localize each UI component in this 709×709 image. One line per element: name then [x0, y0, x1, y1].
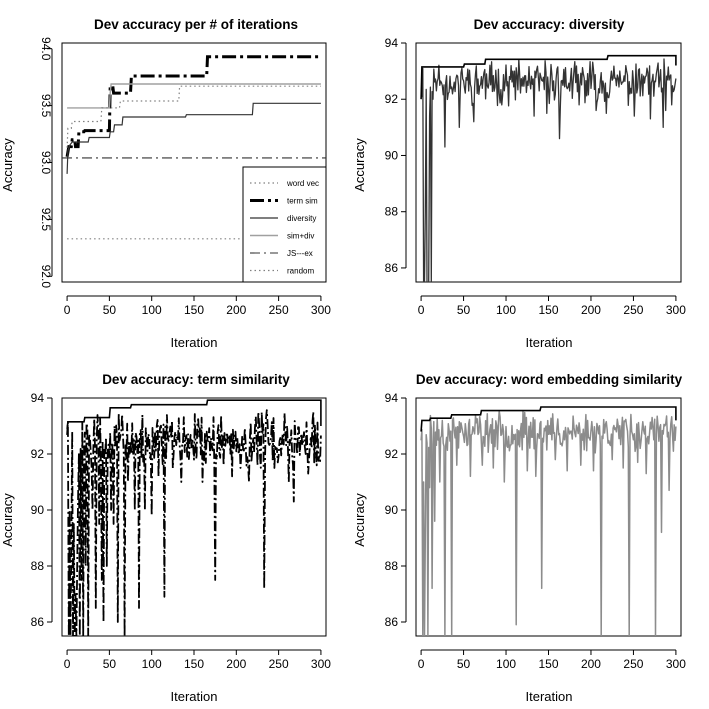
x-tick-label: 300: [666, 657, 686, 671]
y-axis-label: Accuracy: [352, 138, 367, 192]
x-tick-label: 50: [103, 657, 117, 671]
y-tick-label: 92: [385, 92, 399, 106]
y-tick-label: 90: [385, 503, 399, 517]
x-tick-label: 250: [623, 303, 643, 317]
legend-label: diversity: [287, 214, 316, 223]
x-tick-label: 250: [269, 303, 289, 317]
plot-frame: [61, 42, 327, 283]
x-tick-label: 150: [184, 303, 204, 317]
series-line-sim-div: [67, 83, 321, 109]
panel-title: Dev accuracy: term similarity: [102, 372, 290, 387]
x-tick-label: 0: [418, 303, 425, 317]
x-tick-label: 100: [142, 303, 162, 317]
x-tick-label: 250: [269, 657, 289, 671]
legend-label: JS---ex: [287, 249, 313, 258]
x-tick-label: 300: [666, 303, 686, 317]
x-axis-label: Iteration: [526, 335, 573, 350]
accuracy-trace-line: [420, 410, 677, 636]
y-tick-label: 86: [385, 261, 399, 275]
x-tick-label: 200: [581, 303, 601, 317]
plot-frame: [61, 397, 327, 637]
series-line-random: [66, 85, 321, 148]
x-tick-label: 50: [103, 303, 117, 317]
accuracy-trace-line: [420, 58, 677, 282]
y-tick-label: 94: [385, 36, 399, 50]
y-axis-label: Accuracy: [352, 493, 367, 547]
x-tick-label: 200: [226, 303, 246, 317]
y-tick-label: 88: [31, 559, 45, 573]
best-so-far-line: [420, 54, 677, 100]
x-axis-label: Iteration: [171, 689, 218, 704]
y-tick-label: 86: [31, 615, 45, 629]
legend-label: sim+div: [287, 232, 314, 241]
x-tick-label: 100: [142, 657, 162, 671]
accuracy-trace-line: [66, 409, 322, 636]
data-area: [420, 406, 677, 636]
x-axis-label: Iteration: [526, 689, 573, 704]
y-tick-label: 92.0: [39, 265, 53, 289]
x-tick-label: 200: [581, 657, 601, 671]
y-tick-label: 92: [31, 447, 45, 461]
x-tick-label: 250: [623, 657, 643, 671]
panel-iterations-overview: Dev accuracy per # of iterations Iterati…: [0, 17, 331, 350]
y-tick-label: 86: [385, 615, 399, 629]
y-tick-label: 90: [385, 148, 399, 162]
legend-label: term sim: [287, 197, 318, 206]
panel-term-similarity: Dev accuracy: term similarity Iteration …: [0, 372, 331, 704]
panel-title: Dev accuracy per # of iterations: [94, 17, 298, 32]
series-line-diversity: [66, 102, 321, 174]
panel-title: Dev accuracy: diversity: [474, 17, 625, 32]
y-axis-label: Accuracy: [0, 138, 15, 192]
x-tick-label: 200: [226, 657, 246, 671]
y-axis-label: Accuracy: [0, 493, 15, 547]
plot-frame: [415, 42, 682, 283]
x-tick-label: 0: [64, 303, 71, 317]
x-tick-label: 100: [496, 657, 516, 671]
panel-word-embedding-similarity: Dev accuracy: word embedding similarity …: [352, 372, 686, 704]
x-tick-label: 150: [184, 657, 204, 671]
x-tick-label: 50: [457, 657, 471, 671]
best-so-far-line: [66, 399, 322, 429]
x-tick-label: 300: [311, 303, 331, 317]
x-tick-label: 150: [538, 303, 558, 317]
y-tick-label: 93.0: [39, 151, 53, 175]
legend-box: [242, 166, 327, 283]
y-tick-label: 90: [31, 503, 45, 517]
x-tick-label: 300: [311, 657, 331, 671]
y-tick-label: 92.5: [39, 208, 53, 232]
y-tick-label: 94: [385, 391, 399, 405]
x-tick-label: 150: [538, 657, 558, 671]
y-tick-label: 88: [385, 205, 399, 219]
legend: word vec term sim diversity sim+div JS---ex r…: [242, 166, 327, 283]
x-tick-label: 0: [418, 657, 425, 671]
y-tick-label: 92: [385, 447, 399, 461]
data-area: [66, 399, 322, 636]
x-tick-label: 50: [457, 303, 471, 317]
x-tick-label: 100: [496, 303, 516, 317]
x-tick-label: 0: [64, 657, 71, 671]
x-axis-label: Iteration: [171, 335, 218, 350]
legend-label: random: [287, 267, 314, 276]
plot-frame: [415, 397, 682, 637]
y-tick-label: 94.0: [39, 37, 53, 61]
legend-label: word vec: [286, 179, 319, 188]
y-tick-label: 88: [385, 559, 399, 573]
data-area: [62, 55, 326, 240]
panel-diversity: Dev accuracy: diversity Iteration Accura…: [352, 17, 686, 350]
best-so-far-line: [420, 406, 677, 432]
y-tick-label: 94: [31, 391, 45, 405]
y-tick-label: 93.5: [39, 94, 53, 118]
panel-title: Dev accuracy: word embedding similarity: [416, 372, 683, 387]
series-line-term-sim: [65, 55, 321, 158]
data-area: [420, 54, 677, 282]
